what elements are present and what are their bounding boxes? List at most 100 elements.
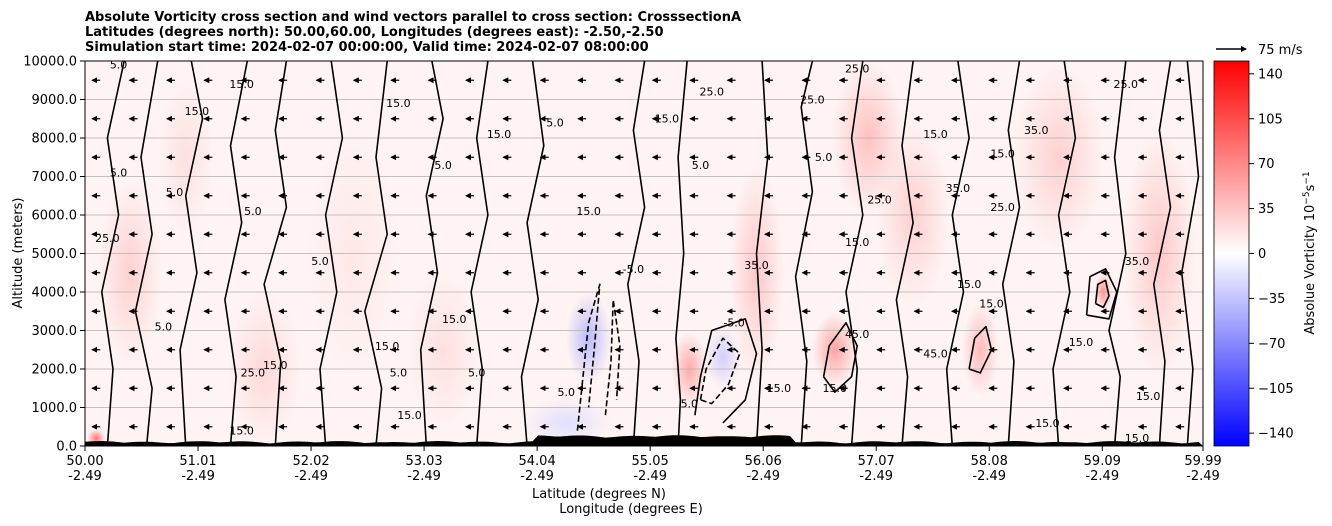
x-tick-label-latitude: 51.01: [179, 454, 216, 469]
contour-labels: 5.0 15.0 15.0 15.0 5.0 15.0 25.0 15.0 35.0 15.0 25…: [95, 59, 1161, 445]
y-tick-label: 5000.0: [32, 247, 78, 262]
x-tick-label-latitude: 59.09: [1084, 454, 1121, 469]
contour-line: [1001, 61, 1021, 446]
x-tick-label-longitude: -2.49: [407, 469, 441, 484]
y-tick-label: 2000.0: [32, 363, 78, 378]
y-tick-label: 1000.0: [32, 401, 78, 416]
colorbar-tick-label: 140: [1258, 67, 1283, 82]
contour-line: [224, 61, 249, 446]
chart-title-line-3: Simulation start time: 2024-02-07 00:00:…: [85, 40, 649, 55]
colorbar-gradient: [1213, 60, 1250, 447]
contour-label: 15.0: [229, 78, 254, 91]
contour-line-negative: [699, 337, 741, 405]
contour-label: 15.0: [1136, 390, 1161, 403]
contour-label: 45.0: [923, 347, 948, 360]
contour-label: 25.0: [800, 93, 825, 106]
contour-line: [1052, 61, 1077, 446]
y-tick-label: 3000.0: [32, 324, 78, 339]
contour-label: 5.0: [390, 367, 408, 380]
contour-label: 35.0: [946, 182, 971, 195]
chart-title-line-1: Absolute Vorticity cross section and win…: [85, 10, 741, 25]
contour-line: [520, 61, 545, 446]
colorbar-tick-label: −70: [1258, 337, 1285, 352]
x-axis-ticks: 50.00-2.4951.01-2.4952.02-2.4953.03-2.49…: [66, 446, 1222, 484]
quiver-key: 75 m/s: [1216, 43, 1303, 58]
x-tick-label-longitude: -2.49: [181, 469, 215, 484]
x-tick-label-longitude: -2.49: [68, 469, 102, 484]
y-tick-label: 10000.0: [23, 55, 77, 70]
contour-label: 15.0: [979, 297, 1004, 310]
contour-label: 15.0: [576, 205, 601, 218]
wind-vectors: [91, 77, 1185, 430]
contour-line: [755, 61, 769, 446]
colorbar-tick-label: 0: [1258, 247, 1266, 262]
colorbar-ticks: 140 105 70 35 0 −35 −70 −105 −140: [1249, 67, 1294, 442]
contour-line: [1085, 268, 1118, 320]
colorbar-label-unit-exponent: −1: [1302, 171, 1312, 184]
contour-label: 15.0: [823, 382, 848, 395]
y-tick-label: 0.0: [56, 440, 77, 455]
contour-label: 15.0: [442, 313, 467, 326]
contour-label: 5.0: [110, 59, 128, 72]
x-tick-label-longitude: -2.49: [746, 469, 780, 484]
contour-line: [1094, 279, 1110, 309]
x-tick-label-longitude: -2.49: [633, 469, 667, 484]
x-tick-label-longitude: -2.49: [520, 469, 554, 484]
contour-label: 5.0: [815, 151, 833, 164]
contour-label: 15.0: [397, 409, 422, 422]
grid-lines: [85, 61, 1203, 446]
quiver-key-label: 75 m/s: [1258, 43, 1303, 58]
contour-line: [1153, 61, 1172, 446]
contour-label: 15.0: [990, 147, 1015, 160]
contour-label: 15.0: [845, 236, 870, 249]
contour-label: 35.0: [1125, 255, 1150, 268]
contour-line: [945, 61, 970, 446]
colorbar-tick-label: −35: [1258, 292, 1285, 307]
y-tick-label: 9000.0: [32, 93, 78, 108]
contour-label: 15.0: [1125, 432, 1150, 445]
colorbar-label: Absolue Vorticity 10−5s−1: [1302, 171, 1318, 334]
contour-label: -5.0: [623, 263, 644, 276]
contour-line: [675, 61, 688, 446]
vorticity-blob: [566, 292, 611, 385]
contour-label: 15.0: [1069, 336, 1094, 349]
contour-label: 5.0: [110, 167, 128, 180]
colorbar-tick-label: −105: [1258, 382, 1294, 397]
y-tick-label: 8000.0: [32, 132, 78, 147]
contour-label: 5.0: [692, 159, 710, 172]
colorbar-tick-label: 105: [1258, 112, 1283, 127]
terrain-silhouette: [85, 435, 1203, 446]
x-tick-label-longitude: -2.49: [1085, 469, 1119, 484]
contour-line: [845, 61, 864, 446]
contour-label: 5.0: [557, 386, 575, 399]
y-tick-label: 7000.0: [32, 170, 78, 185]
contour-label: 5.0: [468, 367, 486, 380]
y-axis-label: Altitude (meters): [11, 198, 26, 309]
contour-label: 45.0: [845, 328, 870, 341]
y-tick-label: 4000.0: [32, 286, 78, 301]
vorticity-blob: [729, 164, 784, 381]
x-tick-label-latitude: 58.08: [971, 454, 1008, 469]
x-tick-label-longitude: -2.49: [1186, 469, 1220, 484]
contour-line: [319, 61, 344, 446]
x-tick-label-latitude: 50.00: [66, 454, 103, 469]
contour-line: [470, 61, 489, 446]
contour-label: 5.0: [434, 159, 452, 172]
colorbar-label-unit: s: [1303, 184, 1318, 191]
contour-label: 15.0: [767, 382, 792, 395]
contour-line: [626, 61, 646, 446]
contour-label: 15.0: [386, 97, 411, 110]
x-tick-label-latitude: 54.04: [519, 454, 556, 469]
contour-line: [895, 61, 914, 446]
contour-line: [363, 61, 389, 446]
x-tick-label-latitude: 59.99: [1184, 454, 1221, 469]
x-axis-label-latitude: Latitude (degrees N): [532, 487, 666, 502]
vorticity-blob: [521, 398, 611, 446]
contour-label: 15.0: [487, 128, 512, 141]
contour-label: 25.0: [1114, 78, 1139, 91]
contour-label: 15.0: [185, 105, 210, 118]
contour-label: 5.0: [546, 116, 564, 129]
contour-label: 15.0: [375, 340, 400, 353]
contour-label: 25.0: [990, 201, 1015, 214]
